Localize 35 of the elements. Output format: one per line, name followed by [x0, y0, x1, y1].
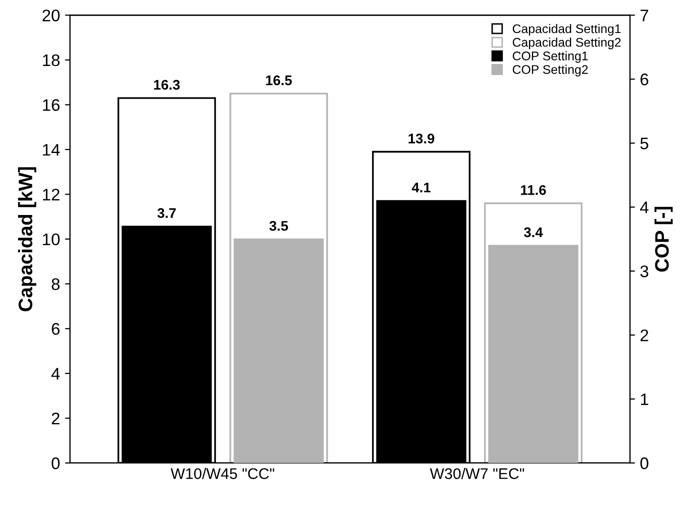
data-label: 13.9: [408, 134, 434, 144]
y2-axis-title: COP [-]: [654, 206, 673, 272]
data-label: 3.5: [269, 220, 288, 231]
y-axis-title: Capacidad [kW]: [18, 167, 36, 312]
y2-tick-label: 5: [640, 138, 648, 150]
y-tick-label: 18: [43, 54, 60, 66]
legend-label: Capacidad Setting2: [512, 38, 621, 50]
data-label: 3.7: [157, 208, 176, 218]
y-tick-label: 6: [52, 323, 60, 335]
y-tick-label: 12: [43, 188, 60, 200]
y2-tick-label: 2: [640, 329, 648, 342]
data-label: 16.3: [154, 80, 180, 90]
x-tick-label: W30/W7 "EC": [430, 468, 524, 480]
legend-label: Capacidad Setting1: [512, 24, 621, 36]
y-tick-label: 16: [43, 99, 60, 111]
y2-tick-label: 6: [640, 74, 648, 86]
y-tick-label: 20: [42, 10, 60, 22]
data-label: 3.4: [524, 227, 543, 238]
y-tick-label: 2: [52, 412, 60, 424]
y-tick-label: 10: [43, 233, 60, 246]
y2-tick-label: 3: [640, 265, 648, 278]
data-label: 4.1: [412, 182, 431, 192]
y2-tick-label: 7: [640, 10, 648, 22]
y-tick-label: 4: [51, 368, 60, 380]
y-tick-label: 8: [52, 278, 60, 290]
x-tick-label: W10/W45 "CC": [170, 468, 274, 480]
legend-label: COP Setting2: [512, 64, 588, 76]
y-tick-label: 14: [43, 144, 60, 156]
data-label: 16.5: [266, 75, 292, 86]
legend-label: COP Setting1: [512, 51, 588, 63]
data-label: 11.6: [521, 185, 546, 195]
y2-tick-label: 1: [640, 394, 648, 406]
y-tick-label: 0: [52, 457, 60, 470]
y2-tick-label: 4: [640, 202, 649, 214]
y2-tick-label: 0: [640, 457, 648, 470]
